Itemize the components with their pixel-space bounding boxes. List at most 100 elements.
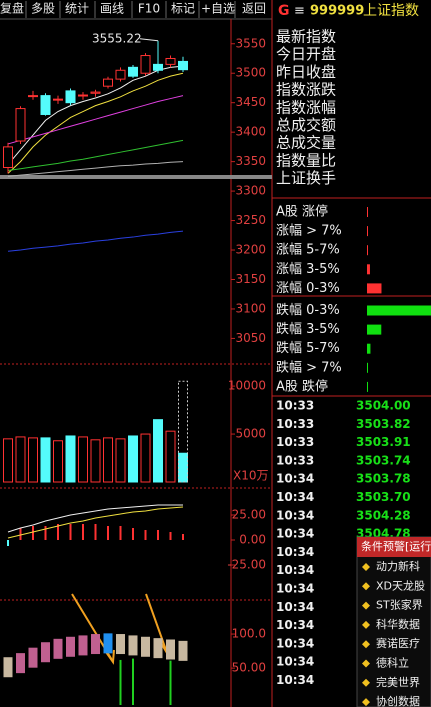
y-tick-label: 3550	[235, 36, 266, 50]
candle-body	[40, 95, 51, 115]
candle-body	[153, 63, 163, 71]
volume-bar	[40, 437, 51, 483]
alert-icon	[362, 698, 370, 707]
alert-icon	[362, 659, 370, 668]
tick-time: 10:33	[276, 399, 314, 413]
breadth-label: 涨幅 0-3%	[276, 281, 340, 296]
tick-price: 3503.70	[356, 490, 411, 504]
alert-item[interactable]: 赛诺医疗	[376, 636, 420, 650]
volume-bar	[178, 452, 188, 483]
tick-time: 10:33	[276, 453, 314, 467]
toolbar-button[interactable]: +自选	[201, 2, 235, 16]
alert-icon	[362, 678, 370, 687]
arrow	[145, 593, 167, 651]
tick-time: 10:34	[276, 618, 314, 632]
candle-body	[140, 55, 151, 74]
volume-bar	[115, 438, 126, 483]
line-series	[7, 230, 184, 252]
alert-item[interactable]: 动力新科	[376, 559, 420, 573]
index-name: 上证指数	[363, 3, 419, 19]
y-tick-label: 3500	[235, 66, 266, 80]
toolbar-button[interactable]: 画线	[100, 2, 124, 16]
tick-time: 10:34	[276, 600, 314, 614]
breadth-bar	[367, 264, 370, 275]
breadth-bar	[367, 324, 382, 335]
y-tick-label: 3100	[235, 301, 266, 315]
breadth-label: 跌幅 5-7%	[276, 340, 340, 356]
toolbar-button[interactable]: F10	[138, 2, 160, 16]
indicator-bar	[53, 638, 63, 659]
candle-body	[53, 98, 63, 101]
axis-unit: X10万	[233, 469, 269, 483]
tick-time: 10:34	[276, 472, 314, 486]
volume-bar	[128, 435, 138, 483]
tick-time: 10:33	[276, 435, 314, 449]
tick-price: 3504.00	[356, 399, 411, 413]
indicator-bar	[41, 642, 50, 663]
breadth-label: 涨幅 3-5%	[276, 262, 340, 277]
quote-label: 指数涨跌	[276, 81, 336, 99]
quote-label: 总成交额	[276, 116, 336, 134]
projected-volume	[178, 380, 188, 483]
alert-item[interactable]: ST张家界	[376, 598, 423, 612]
quote-label: 指数量比	[276, 151, 336, 169]
y-tick-label: 25.00	[232, 508, 266, 522]
indicator-bar	[178, 640, 188, 661]
volume-bar	[153, 419, 163, 483]
line-series	[7, 72, 184, 174]
quote-label: 上证换手	[276, 169, 336, 187]
annotation: 3555.22	[92, 31, 142, 45]
toolbar-button[interactable]: 复盘	[0, 1, 24, 16]
tick-time: 10:34	[276, 508, 314, 522]
alert-item[interactable]: XD天龙股	[376, 579, 425, 592]
indicator-bar	[3, 657, 13, 678]
quote-label: 总成交量	[276, 134, 336, 152]
quote-label: 最新指数	[276, 28, 336, 46]
candle-body	[165, 57, 176, 65]
indicator-bar	[166, 639, 175, 660]
alert-panel	[356, 536, 431, 707]
breadth-bar	[367, 283, 382, 294]
line-series	[7, 506, 184, 539]
toolbar-button[interactable]: 标记	[171, 2, 195, 16]
breadth-label: 跌幅 3-5%	[276, 321, 340, 337]
alert-item[interactable]: 协创数据	[376, 694, 420, 707]
alert-icon	[362, 640, 370, 649]
arrow-head	[105, 649, 115, 665]
volume-bar	[165, 430, 176, 483]
alert-icon	[362, 601, 370, 610]
volume-bar	[53, 440, 63, 483]
y-tick-label: 0.00	[239, 533, 266, 547]
menu-icon[interactable]: ≡	[294, 4, 305, 19]
alert-item[interactable]: 完美世界	[376, 675, 420, 689]
line-series	[7, 95, 184, 145]
candle-body	[103, 78, 113, 87]
breadth-label: 跌幅 > 7%	[276, 359, 342, 375]
toolbar-button[interactable]: 返回	[242, 2, 266, 16]
candle-body	[115, 69, 126, 80]
volume-bar	[103, 437, 113, 483]
y-tick-label: 3050	[235, 331, 266, 345]
alert-header	[357, 537, 431, 557]
y-tick-label: -25.00	[227, 558, 266, 572]
breadth-bar	[367, 226, 368, 237]
alert-title: 条件预警[运行	[361, 539, 431, 553]
alert-icon	[362, 620, 370, 629]
alert-item[interactable]: 德科立	[376, 656, 409, 670]
indicator-bar	[128, 635, 138, 656]
y-tick-label: 3200	[235, 243, 266, 257]
breadth-bar	[367, 381, 368, 392]
toolbar-button[interactable]: 多股	[31, 2, 55, 16]
alert-item[interactable]: 科华数据	[376, 617, 420, 631]
y-tick-label: 3400	[235, 125, 266, 139]
tick-time: 10:34	[276, 582, 314, 596]
quote-label: 指数涨幅	[276, 98, 336, 116]
volume-bar	[28, 437, 38, 483]
indicator-bar	[103, 633, 113, 654]
toolbar-button[interactable]: 统计	[65, 2, 89, 16]
tick-time: 10:34	[276, 636, 314, 650]
breadth-bar	[367, 343, 371, 354]
breadth-label: A股 涨停	[276, 204, 328, 220]
